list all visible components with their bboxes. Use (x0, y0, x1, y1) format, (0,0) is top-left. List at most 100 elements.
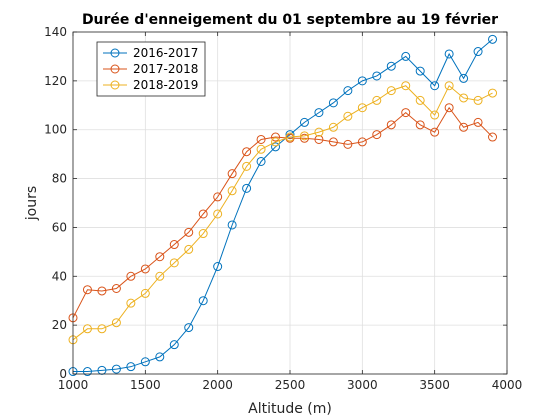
data-point (242, 183, 252, 193)
legend-item: 2016-2017 (103, 46, 198, 60)
data-point (82, 324, 92, 334)
data-point (343, 111, 353, 121)
ticks: 1000 1500 2000 2500 3000 3500 4000 0 20 40 60 80 100… (44, 25, 522, 392)
data-point (155, 252, 165, 262)
data-point (473, 117, 483, 127)
data-point (140, 288, 150, 298)
data-point (213, 262, 223, 272)
data-point (227, 186, 237, 196)
data-point (386, 61, 396, 71)
data-point (198, 296, 208, 306)
data-point (111, 318, 121, 328)
legend-label: 2017-2018 (133, 62, 198, 76)
y-tick-label: 120 (44, 74, 67, 88)
data-point (401, 108, 411, 118)
data-point (430, 110, 440, 120)
data-point (111, 364, 121, 374)
data-point (126, 362, 136, 372)
y-tick-label: 100 (44, 123, 67, 137)
data-point (488, 88, 498, 98)
series-line (72, 106, 493, 319)
data-point (97, 286, 107, 296)
chart-title: Durée d'enneigement du 01 septembre au 1… (82, 12, 498, 28)
legend: 2016-2017 2017-2018 2018-2019 (96, 41, 206, 97)
y-axis-label: jours (24, 186, 40, 221)
data-point (140, 357, 150, 367)
legend-swatch-marker (110, 64, 120, 74)
data-point (140, 264, 150, 274)
legend-swatch-marker (110, 48, 120, 58)
data-point (256, 134, 266, 144)
x-tick-label: 2000 (202, 378, 233, 392)
data-point (372, 130, 382, 140)
data-point (328, 137, 338, 147)
data-point (488, 132, 498, 142)
y-tick-label: 80 (52, 172, 67, 186)
data-point (155, 271, 165, 281)
data-point (444, 103, 454, 113)
legend-item: 2017-2018 (103, 62, 198, 76)
data-point (415, 95, 425, 105)
data-point (357, 137, 367, 147)
y-tick-label: 20 (52, 318, 67, 332)
data-point (299, 131, 309, 141)
y-tick-label: 40 (52, 269, 67, 283)
x-tick-label: 2500 (275, 378, 306, 392)
x-tick-label: 3500 (419, 378, 450, 392)
data-point (415, 120, 425, 130)
data-point (357, 76, 367, 86)
x-tick-label: 4000 (492, 378, 523, 392)
data-point (184, 244, 194, 254)
data-point (314, 127, 324, 137)
data-point (386, 86, 396, 96)
y-tick-label: 140 (44, 25, 67, 39)
data-point (126, 298, 136, 308)
data-point (372, 95, 382, 105)
data-point (184, 227, 194, 237)
data-point (227, 220, 237, 230)
data-point (169, 240, 179, 250)
data-point (213, 192, 223, 202)
x-tick-label: 1500 (130, 378, 161, 392)
data-point (271, 132, 281, 142)
y-tick-label: 0 (59, 367, 67, 381)
data-point (227, 169, 237, 179)
data-point (271, 142, 281, 152)
data-point (488, 34, 498, 44)
data-point (256, 144, 266, 154)
data-point (299, 117, 309, 127)
data-point (82, 285, 92, 295)
data-point (459, 73, 469, 83)
data-point (198, 209, 208, 219)
data-point (256, 156, 266, 166)
data-point (473, 47, 483, 57)
legend-label: 2018-2019 (133, 78, 198, 92)
data-point (82, 367, 92, 377)
data-point (169, 340, 179, 350)
data-point (328, 98, 338, 108)
series-2018-2019 (68, 81, 498, 345)
data-point (386, 120, 396, 130)
x-tick-label: 1000 (58, 378, 89, 392)
series-line (73, 38, 493, 373)
data-point (328, 122, 338, 132)
data-point (213, 209, 223, 219)
data-point (401, 81, 411, 91)
data-point (314, 134, 324, 144)
data-point (430, 127, 440, 137)
data-point (184, 323, 194, 333)
data-point (357, 103, 367, 113)
data-point (285, 132, 295, 142)
legend-item: 2018-2019 (103, 78, 198, 92)
data-point (155, 352, 165, 362)
y-tick-label: 60 (52, 220, 67, 234)
data-point (299, 133, 309, 143)
x-axis-label: Altitude (m) (248, 401, 332, 417)
data-point (415, 66, 425, 76)
data-point (271, 137, 281, 147)
data-point (111, 284, 121, 293)
data-point (97, 324, 107, 334)
series-line (72, 84, 493, 341)
data-point (242, 147, 252, 157)
